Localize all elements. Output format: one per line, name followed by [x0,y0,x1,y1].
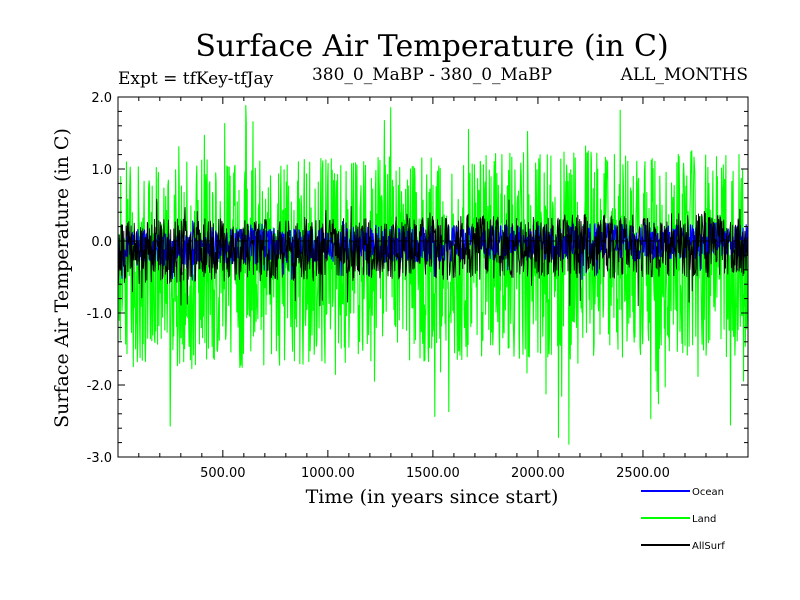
legend-label-ocean: Ocean [692,487,724,498]
y-tick-label: 1.0 [91,163,112,178]
x-tick-label: 2000.00 [511,466,565,481]
experiment-period-label: 380_0_MaBP - 380_0_MaBP [312,65,552,85]
experiment-label: Expt = tfKey-tfJay [118,69,274,89]
y-tick-label: 2.0 [91,91,112,106]
legend-label-land: Land [692,514,716,525]
series-layer [117,104,749,445]
x-tick-label: 500.00 [200,466,246,481]
months-label: ALL_MONTHS [620,65,748,85]
x-tick-label: 2500.00 [616,466,670,481]
x-axis-label: Time (in years since start) [306,486,559,508]
x-tick-label: 1500.00 [406,466,460,481]
series-land-line [117,104,749,445]
legend-label-allsurf: AllSurf [692,541,725,552]
y-tick-label: -3.0 [87,451,112,466]
y-tick-label: -2.0 [87,379,112,394]
tick-layer: 500.00 1000.00 1500.00 2000.00 2500.00 -3.0 -2… [87,91,749,481]
legend: Ocean Land AllSurf [641,487,725,552]
chart-title: Surface Air Temperature (in C) [195,29,668,64]
y-axis-label: Surface Air Temperature (in C) [51,128,73,428]
y-tick-label: 0.0 [91,235,112,250]
y-tick-label: -1.0 [87,307,112,322]
x-tick-label: 1000.00 [301,466,355,481]
series-allsurf-line [117,198,749,307]
